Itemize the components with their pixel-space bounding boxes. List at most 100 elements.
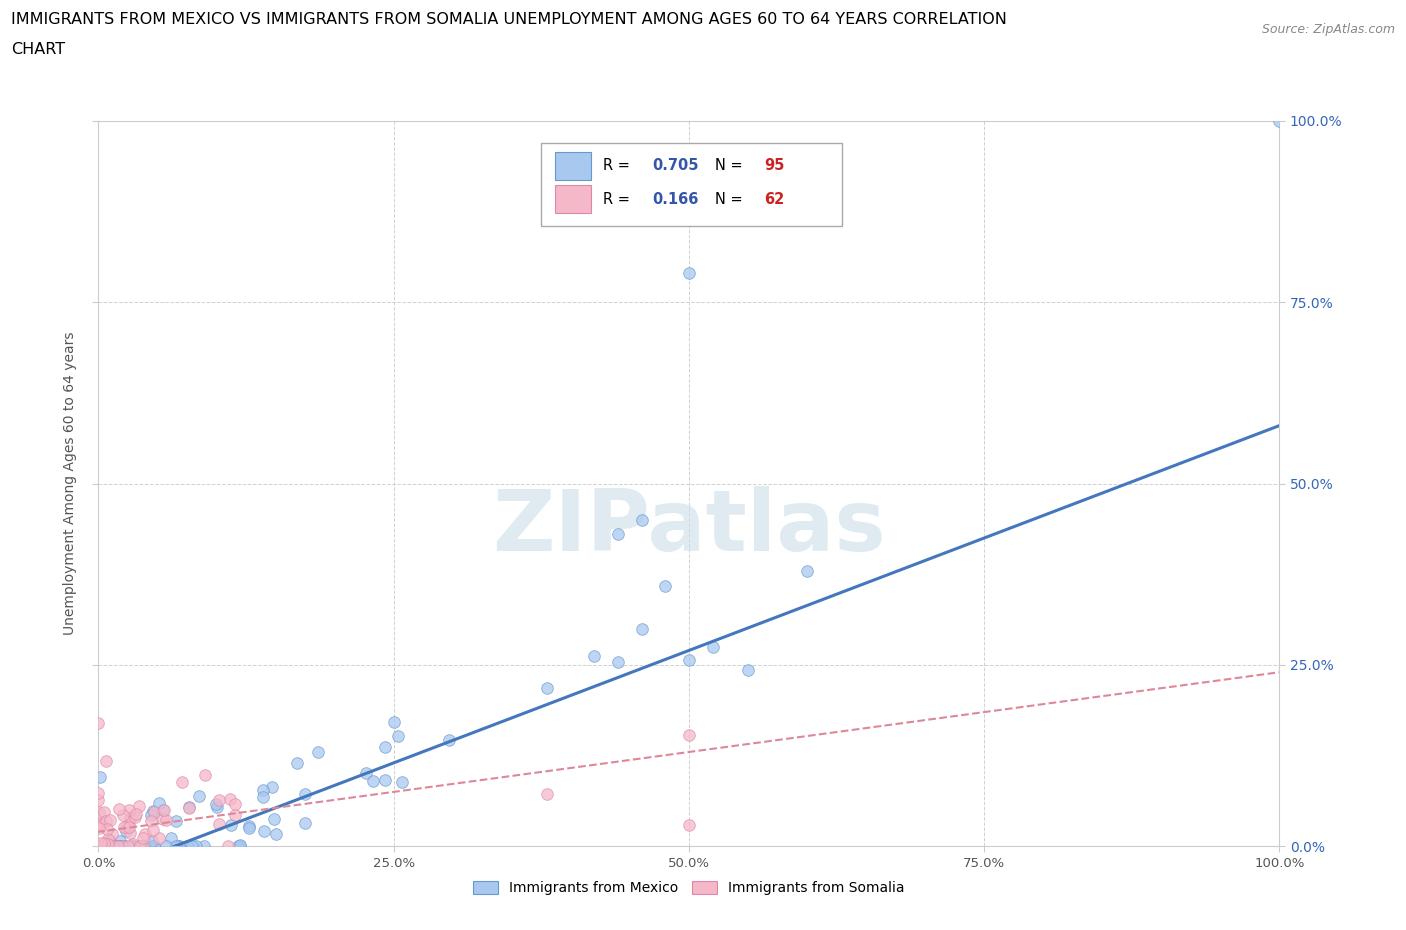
Point (262, 779, 284, 794)
Point (155, 839, 177, 854)
Point (170, 774, 193, 789)
Point (630, 621, 652, 636)
Point (165, 839, 187, 854)
Point (94, 839, 117, 854)
Point (101, 827, 124, 842)
Point (98, 813, 121, 828)
Text: 0.166: 0.166 (652, 193, 699, 207)
Point (176, 839, 198, 854)
Point (148, 830, 170, 845)
Point (89, 769, 111, 784)
Point (179, 801, 201, 816)
Point (87, 804, 110, 819)
Point (98, 839, 121, 854)
Point (112, 819, 135, 834)
Point (89, 839, 111, 854)
Point (87, 715, 110, 730)
Point (252, 790, 274, 804)
Point (678, 728, 700, 743)
Point (155, 813, 177, 828)
Point (91, 838, 114, 853)
Point (93, 839, 115, 854)
Point (141, 833, 163, 848)
Point (132, 830, 155, 845)
Bar (555, 185, 591, 213)
Point (153, 803, 176, 817)
Point (110, 839, 132, 854)
Point (169, 839, 191, 854)
Point (131, 839, 153, 854)
Point (91, 839, 114, 854)
Point (100, 833, 122, 848)
Point (205, 796, 228, 811)
Point (101, 839, 124, 854)
Point (387, 728, 409, 743)
Point (124, 839, 146, 854)
Point (114, 839, 136, 854)
Point (226, 839, 249, 854)
Point (208, 792, 231, 807)
Point (1268, 113, 1291, 128)
Text: 95: 95 (765, 158, 785, 173)
Point (117, 839, 139, 854)
Point (208, 817, 231, 831)
Point (90, 836, 112, 851)
Point (96, 753, 118, 768)
Point (96, 822, 118, 837)
Point (142, 804, 165, 818)
Point (607, 527, 630, 542)
Point (129, 839, 152, 854)
Point (224, 808, 246, 823)
Y-axis label: Unemployment Among Ages 60 to 64 years: Unemployment Among Ages 60 to 64 years (63, 332, 77, 635)
Point (148, 795, 170, 810)
Point (134, 827, 156, 842)
Point (120, 810, 142, 825)
Text: CHART: CHART (11, 42, 65, 57)
Point (96, 839, 118, 854)
Point (143, 805, 166, 820)
Point (108, 839, 131, 854)
Point (152, 803, 174, 817)
Point (264, 826, 287, 841)
Point (93, 839, 115, 854)
Point (229, 837, 252, 852)
Point (169, 839, 191, 854)
Point (437, 732, 460, 747)
Point (90, 839, 112, 854)
Point (287, 755, 309, 770)
Point (94, 836, 117, 851)
Point (678, 817, 700, 832)
Point (100, 839, 122, 854)
Text: N =: N = (714, 193, 747, 207)
Point (87, 792, 110, 807)
Point (702, 640, 724, 655)
Point (115, 823, 138, 838)
Point (238, 818, 260, 833)
Point (90, 817, 112, 832)
Point (98, 839, 121, 854)
Point (142, 839, 165, 854)
Text: N =: N = (714, 158, 747, 173)
Point (165, 814, 187, 829)
Text: Source: ZipAtlas.com: Source: ZipAtlas.com (1261, 23, 1395, 36)
Point (111, 839, 134, 854)
Point (97, 839, 120, 854)
Point (374, 773, 396, 788)
Point (382, 715, 405, 730)
Point (224, 797, 246, 812)
Point (115, 819, 138, 834)
Point (89, 820, 111, 835)
Point (124, 810, 146, 825)
Point (583, 649, 606, 664)
Point (131, 839, 153, 854)
Point (188, 789, 211, 804)
Point (217, 839, 239, 854)
Point (125, 807, 148, 822)
Point (294, 787, 316, 802)
Point (630, 512, 652, 527)
Point (253, 824, 276, 839)
Point (101, 839, 124, 854)
Text: 62: 62 (765, 193, 785, 207)
Point (294, 816, 316, 830)
Point (179, 800, 201, 815)
